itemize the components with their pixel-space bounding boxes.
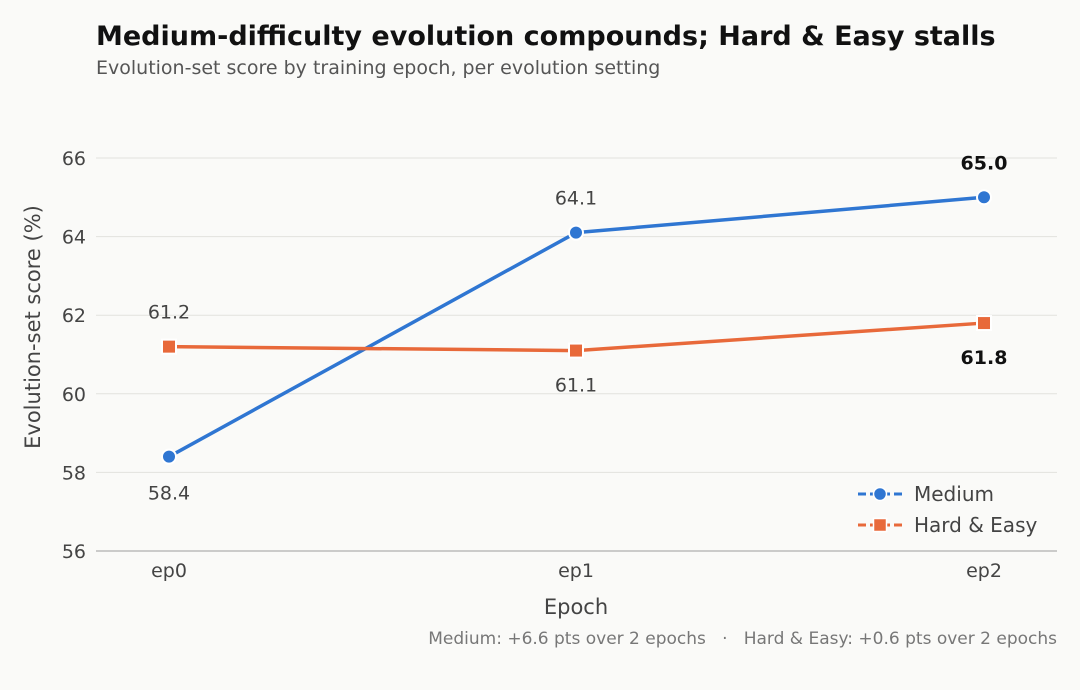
y-axis-ticks: 56 58 60 62 64 66 — [62, 148, 86, 563]
legend-marker-medium — [872, 486, 888, 502]
data-label-hard-easy: 61.8 — [961, 347, 1008, 369]
series-layer — [161, 189, 992, 465]
footnote: Medium: +6.6 pts over 2 epochs · Hard & … — [428, 629, 1057, 649]
data-point-medium — [976, 189, 992, 206]
data-label-medium: 64.1 — [555, 188, 597, 210]
x-tick-label: ep2 — [966, 560, 1002, 582]
x-tick-label: ep1 — [558, 560, 594, 582]
chart-subtitle: Evolution-set score by training epoch, p… — [96, 57, 660, 79]
y-tick-label: 58 — [62, 462, 86, 484]
y-axis-label: Evolution-set score (%) — [21, 205, 45, 449]
data-point-hard-easy — [976, 315, 992, 332]
y-tick-label: 56 — [62, 541, 86, 563]
y-tick-label: 62 — [62, 305, 86, 327]
y-tick-label: 60 — [62, 384, 86, 406]
data-label-hard-easy: 61.2 — [148, 302, 190, 324]
gridlines — [96, 157, 1057, 473]
legend-item-medium: Medium — [858, 482, 994, 506]
data-label-medium: 65.0 — [961, 152, 1008, 174]
data-point-hard-easy — [161, 338, 177, 355]
y-tick-label: 64 — [62, 227, 86, 249]
data-label-hard-easy: 61.1 — [555, 375, 597, 397]
data-point-medium — [161, 448, 177, 465]
legend-label-hard-easy: Hard & Easy — [914, 513, 1037, 537]
y-tick-label: 66 — [62, 148, 86, 170]
data-labels: 58.4 64.1 65.0 61.2 61.1 61.8 — [148, 152, 1008, 504]
legend: Medium Hard & Easy — [858, 482, 1037, 537]
legend-marker-hard-easy — [872, 517, 888, 533]
data-point-medium — [568, 224, 584, 241]
x-axis-label: Epoch — [544, 595, 608, 619]
legend-item-hard-easy: Hard & Easy — [858, 513, 1037, 537]
x-tick-label: ep0 — [151, 560, 187, 582]
data-label-medium: 58.4 — [148, 483, 190, 505]
data-point-hard-easy — [568, 342, 584, 359]
x-axis-ticks: ep0 ep1 ep2 — [151, 560, 1002, 582]
chart-title: Medium-difficulty evolution compounds; H… — [96, 21, 996, 52]
legend-label-medium: Medium — [914, 482, 994, 506]
